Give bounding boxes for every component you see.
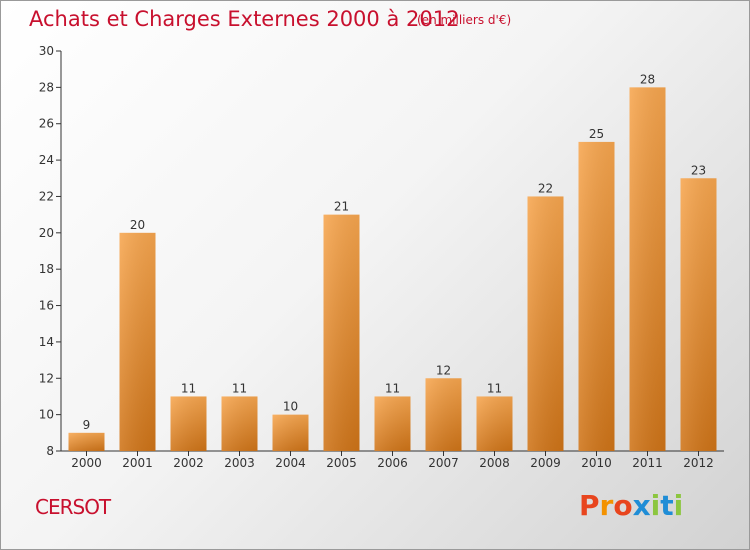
data-label: 11: [385, 381, 400, 395]
proxiti-logo[interactable]: Proxiti: [579, 489, 683, 522]
y-tick-label: 26: [39, 117, 54, 131]
bars: [68, 87, 717, 452]
y-tick-label: 28: [39, 80, 54, 94]
logo-letter: o: [613, 489, 633, 522]
data-label: 22: [538, 181, 553, 195]
y-tick-label: 24: [39, 153, 54, 167]
data-label: 9: [83, 418, 91, 432]
bar-shade-2010: [578, 141, 615, 451]
y-tick-label: 14: [39, 335, 54, 349]
bar-shade-2005: [323, 214, 360, 451]
data-label: 20: [130, 218, 145, 232]
y-tick-label: 30: [39, 44, 54, 58]
x-tick-label: 2003: [224, 456, 255, 470]
y-tick-label: 18: [39, 262, 54, 276]
chart-title: Achats et Charges Externes 2000 à 2012: [29, 7, 460, 31]
data-label: 11: [487, 381, 502, 395]
bar-shade-2002: [170, 396, 207, 451]
data-label: 21: [334, 200, 349, 214]
x-tick-label: 2001: [122, 456, 153, 470]
data-label: 10: [283, 400, 298, 414]
x-tick-label: 2010: [581, 456, 612, 470]
data-label: 12: [436, 363, 451, 377]
x-tick-label: 2000: [71, 456, 102, 470]
bar-shade-2000: [68, 432, 105, 451]
bar-shade-2001: [119, 232, 156, 451]
data-label: 11: [232, 381, 247, 395]
x-tick-label: 2009: [530, 456, 561, 470]
x-tick-label: 2002: [173, 456, 204, 470]
logo-letter: r: [599, 489, 614, 522]
data-label: 28: [640, 72, 655, 86]
logo-letter: i: [673, 489, 684, 522]
data-label: 25: [589, 127, 604, 141]
y-tick-label: 12: [39, 371, 54, 385]
y-axis: 8 10 12 14 16 18 20 22 24 26 28 30: [39, 44, 62, 458]
x-tick-label: 2007: [428, 456, 459, 470]
logo-letter: i: [650, 489, 661, 522]
bar-shade-2011: [629, 87, 666, 451]
x-tick-label: 2004: [275, 456, 306, 470]
x-tick-label: 2008: [479, 456, 510, 470]
bar-shade-2004: [272, 414, 309, 451]
logo-letter: x: [632, 489, 651, 522]
y-tick-label: 20: [39, 226, 54, 240]
logo-letter: t: [660, 489, 674, 522]
data-label: 23: [691, 163, 706, 177]
logo-letter: P: [579, 489, 600, 522]
y-tick-label: 16: [39, 299, 54, 313]
bar-shade-2008: [476, 396, 513, 451]
y-tick-label: 8: [46, 444, 54, 458]
bar-shade-2012: [680, 178, 717, 452]
y-tick-label: 10: [39, 408, 54, 422]
place-name: CERSOT: [35, 495, 111, 519]
bar-shade-2009: [527, 196, 564, 451]
data-label: 11: [181, 381, 196, 395]
y-tick-label: 22: [39, 189, 54, 203]
data-labels: 9 20 11 11 10 21 11 12 11 22 25 28 23: [83, 72, 706, 431]
x-tick-label: 2006: [377, 456, 408, 470]
bar-shade-2006: [374, 396, 411, 451]
x-axis: 2000 2001 2002 2003 2004 2005 2006 2007 2008 2009…: [61, 450, 724, 470]
x-tick-label: 2012: [683, 456, 714, 470]
x-tick-label: 2005: [326, 456, 357, 470]
x-tick-label: 2011: [632, 456, 663, 470]
chart-subtitle: (en milliers d'€): [417, 13, 512, 27]
bar-shade-2007: [425, 378, 462, 451]
bar-shade-2003: [221, 396, 258, 451]
